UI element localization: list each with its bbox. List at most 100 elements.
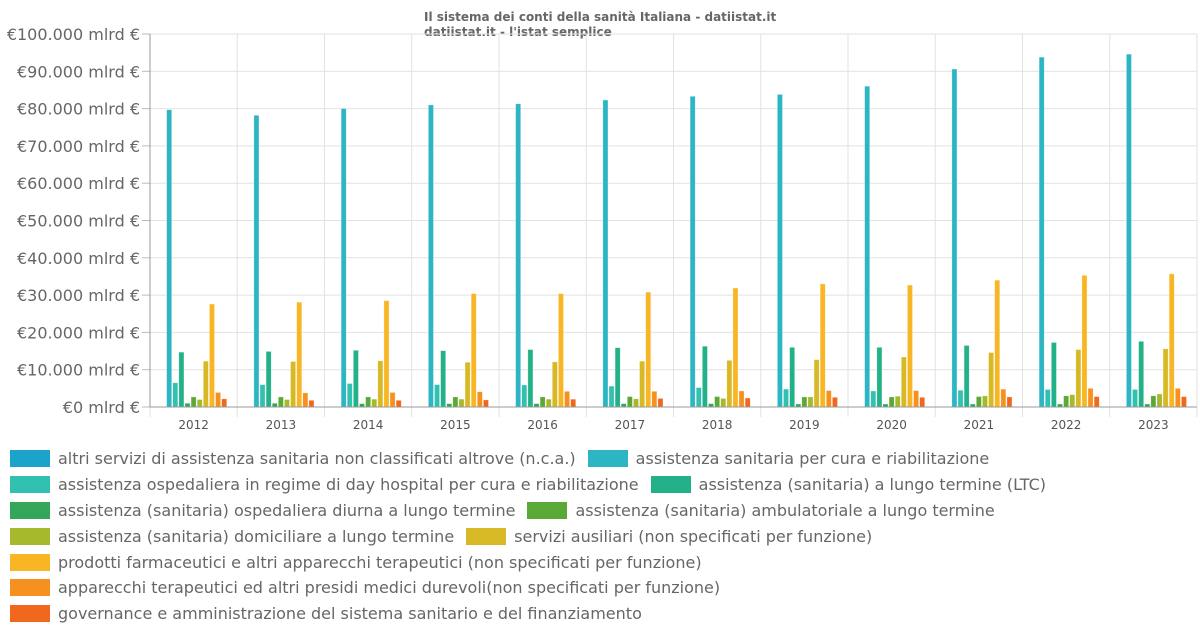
bar[interactable] xyxy=(1150,395,1157,408)
bar[interactable] xyxy=(777,94,783,408)
bar[interactable] xyxy=(1087,388,1094,408)
bar[interactable] xyxy=(913,390,919,408)
bar[interactable] xyxy=(209,303,215,408)
bar[interactable] xyxy=(1138,341,1145,408)
bar[interactable] xyxy=(708,403,714,408)
bar[interactable] xyxy=(963,345,970,408)
bar[interactable] xyxy=(1168,273,1175,408)
bar[interactable] xyxy=(395,399,402,408)
bar[interactable] xyxy=(1075,349,1082,408)
bar[interactable] xyxy=(783,388,789,408)
bar[interactable] xyxy=(645,291,652,408)
bar[interactable] xyxy=(695,387,702,408)
legend-item[interactable]: assistenza (sanitaria) a lungo termine (… xyxy=(650,475,1046,494)
bar[interactable] xyxy=(1044,389,1051,408)
bar[interactable] xyxy=(894,395,901,408)
bar[interactable] xyxy=(1063,395,1069,408)
bar[interactable] xyxy=(951,68,958,408)
bar[interactable] xyxy=(1051,342,1057,408)
bar[interactable] xyxy=(265,351,272,408)
legend-item[interactable]: assistenza (sanitaria) ospedaliera diurn… xyxy=(10,501,515,520)
bar[interactable] xyxy=(521,384,528,408)
bar[interactable] xyxy=(221,398,228,408)
bar[interactable] xyxy=(308,399,315,408)
bar[interactable] xyxy=(602,99,609,408)
bar[interactable] xyxy=(545,398,552,408)
bar[interactable] xyxy=(994,279,1001,408)
bar[interactable] xyxy=(365,396,371,408)
bar[interactable] xyxy=(271,402,278,408)
bar[interactable] xyxy=(1000,388,1007,408)
bar[interactable] xyxy=(1156,393,1163,408)
bar[interactable] xyxy=(570,398,577,408)
bar[interactable] xyxy=(832,397,838,408)
bar[interactable] xyxy=(515,103,522,408)
bar[interactable] xyxy=(702,345,708,408)
bar[interactable] xyxy=(900,356,907,408)
bar[interactable] xyxy=(627,396,633,408)
bar[interactable] xyxy=(957,389,964,408)
bar[interactable] xyxy=(819,283,826,408)
bar[interactable] xyxy=(527,349,534,408)
bar[interactable] xyxy=(533,403,540,408)
legend-item[interactable]: assistenza sanitaria per cura e riabilit… xyxy=(587,449,989,468)
bar[interactable] xyxy=(988,352,994,408)
bar[interactable] xyxy=(801,396,808,408)
bar[interactable] xyxy=(284,399,290,408)
bar[interactable] xyxy=(558,293,564,408)
bar[interactable] xyxy=(732,287,739,408)
bar[interactable] xyxy=(440,350,447,408)
bar[interactable] xyxy=(1038,56,1045,408)
legend-item[interactable]: prodotti farmaceutici e altri apparecchi… xyxy=(10,553,702,572)
bar[interactable] xyxy=(178,351,185,408)
bar[interactable] xyxy=(1069,394,1076,408)
bar[interactable] xyxy=(470,293,477,408)
bar[interactable] xyxy=(1081,275,1088,408)
bar[interactable] xyxy=(172,382,179,408)
bar[interactable] xyxy=(464,361,471,408)
bar[interactable] xyxy=(657,398,664,408)
bar[interactable] xyxy=(807,396,814,408)
bar[interactable] xyxy=(876,347,883,408)
bar[interactable] xyxy=(539,396,546,408)
bar[interactable] xyxy=(371,398,378,408)
bar[interactable] xyxy=(1181,396,1187,408)
bar[interactable] xyxy=(253,115,260,408)
legend-item[interactable]: assistenza (sanitaria) ambulatoriale a l… xyxy=(527,501,995,520)
bar[interactable] xyxy=(1093,396,1100,408)
bar[interactable] xyxy=(389,392,396,408)
bar[interactable] xyxy=(434,384,440,408)
bar[interactable] xyxy=(976,396,982,408)
bar[interactable] xyxy=(383,300,390,408)
bar[interactable] xyxy=(196,399,203,408)
bar[interactable] xyxy=(689,95,696,408)
bar[interactable] xyxy=(870,390,877,408)
bar[interactable] xyxy=(428,104,434,408)
bar[interactable] xyxy=(1006,396,1013,408)
bar[interactable] xyxy=(608,385,615,408)
bar[interactable] xyxy=(166,109,173,408)
bar[interactable] xyxy=(259,384,266,408)
bar[interactable] xyxy=(359,403,365,408)
bar[interactable] xyxy=(290,361,296,408)
bar[interactable] xyxy=(340,108,347,408)
bar[interactable] xyxy=(982,395,988,408)
bar[interactable] xyxy=(825,390,832,408)
bar[interactable] xyxy=(1132,389,1138,408)
bar[interactable] xyxy=(377,360,384,408)
bar[interactable] xyxy=(1126,53,1132,408)
bar[interactable] xyxy=(215,392,221,408)
legend-item[interactable]: altri servizi di assistenza sanitaria no… xyxy=(10,449,576,468)
bar[interactable] xyxy=(296,301,303,408)
bar[interactable] xyxy=(483,399,489,408)
bar[interactable] xyxy=(1162,348,1169,408)
bar[interactable] xyxy=(476,391,483,408)
bar[interactable] xyxy=(633,398,639,408)
legend-item[interactable]: governance e amministrazione del sistema… xyxy=(10,604,642,623)
bar[interactable] xyxy=(744,397,751,408)
bar[interactable] xyxy=(620,403,627,408)
bar[interactable] xyxy=(353,350,359,408)
bar[interactable] xyxy=(864,85,871,408)
bar[interactable] xyxy=(346,383,353,408)
bar[interactable] xyxy=(1174,388,1181,408)
